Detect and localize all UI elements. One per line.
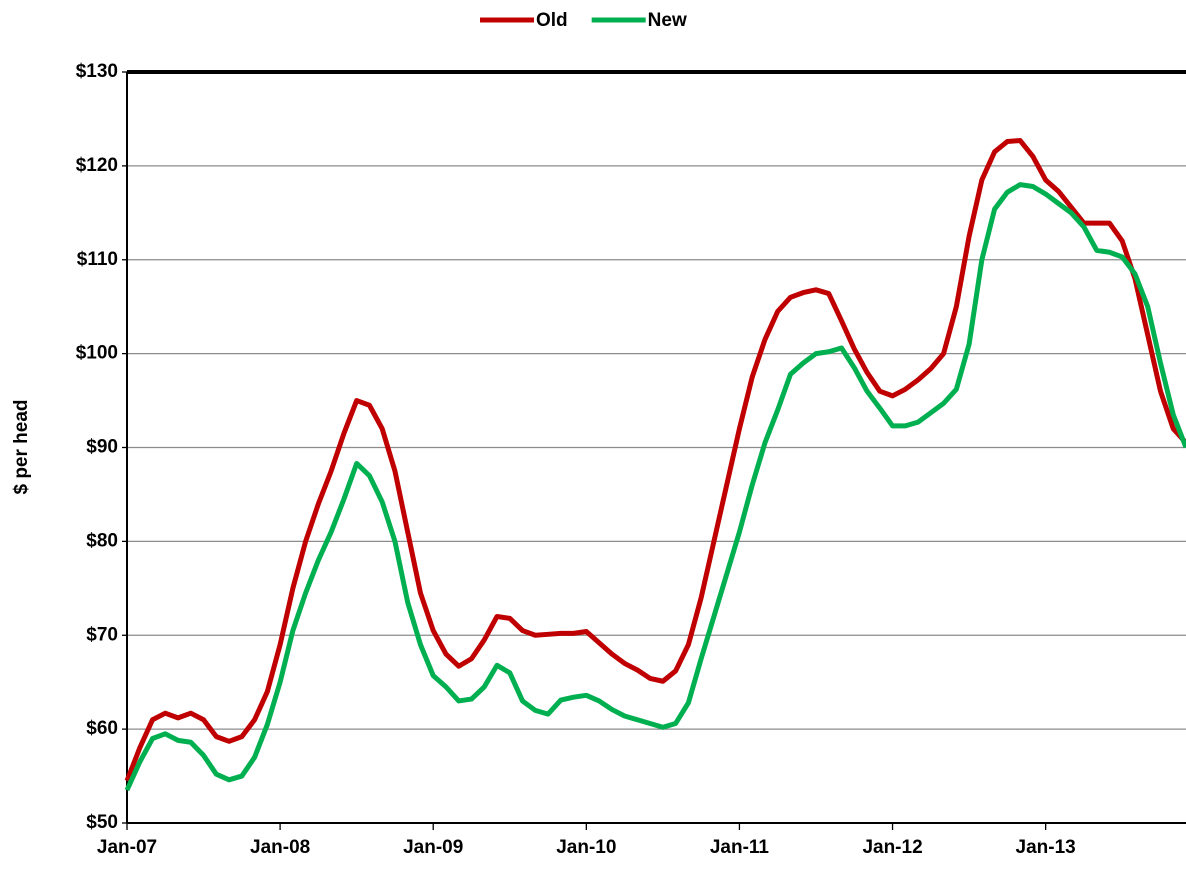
- legend-label: New: [648, 10, 687, 31]
- x-tick-label: Jan-12: [862, 837, 922, 858]
- x-tick-label: Jan-13: [1016, 837, 1076, 858]
- x-tick-label: Jan-08: [250, 837, 310, 858]
- y-tick-label: $110: [77, 249, 118, 270]
- y-tick-label: $80: [86, 530, 118, 551]
- y-tick-label: $90: [86, 437, 118, 458]
- y-axis-label: $ per head: [11, 399, 32, 494]
- y-tick-label: $60: [86, 718, 118, 739]
- y-tick-label: $120: [76, 155, 118, 176]
- x-tick-label: Jan-07: [97, 837, 157, 858]
- y-tick-label: $100: [76, 343, 118, 364]
- x-tick-label: Jan-11: [710, 837, 770, 858]
- line-series: [124, 138, 1186, 782]
- y-tick-label: $50: [86, 812, 118, 833]
- line-series: [124, 182, 1186, 792]
- x-tick-label: Jan-09: [403, 837, 463, 858]
- legend-label: Old: [536, 10, 568, 31]
- y-tick-label: $70: [86, 624, 118, 645]
- x-tick-label: Jan-10: [556, 837, 616, 858]
- y-tick-label: $130: [76, 61, 118, 82]
